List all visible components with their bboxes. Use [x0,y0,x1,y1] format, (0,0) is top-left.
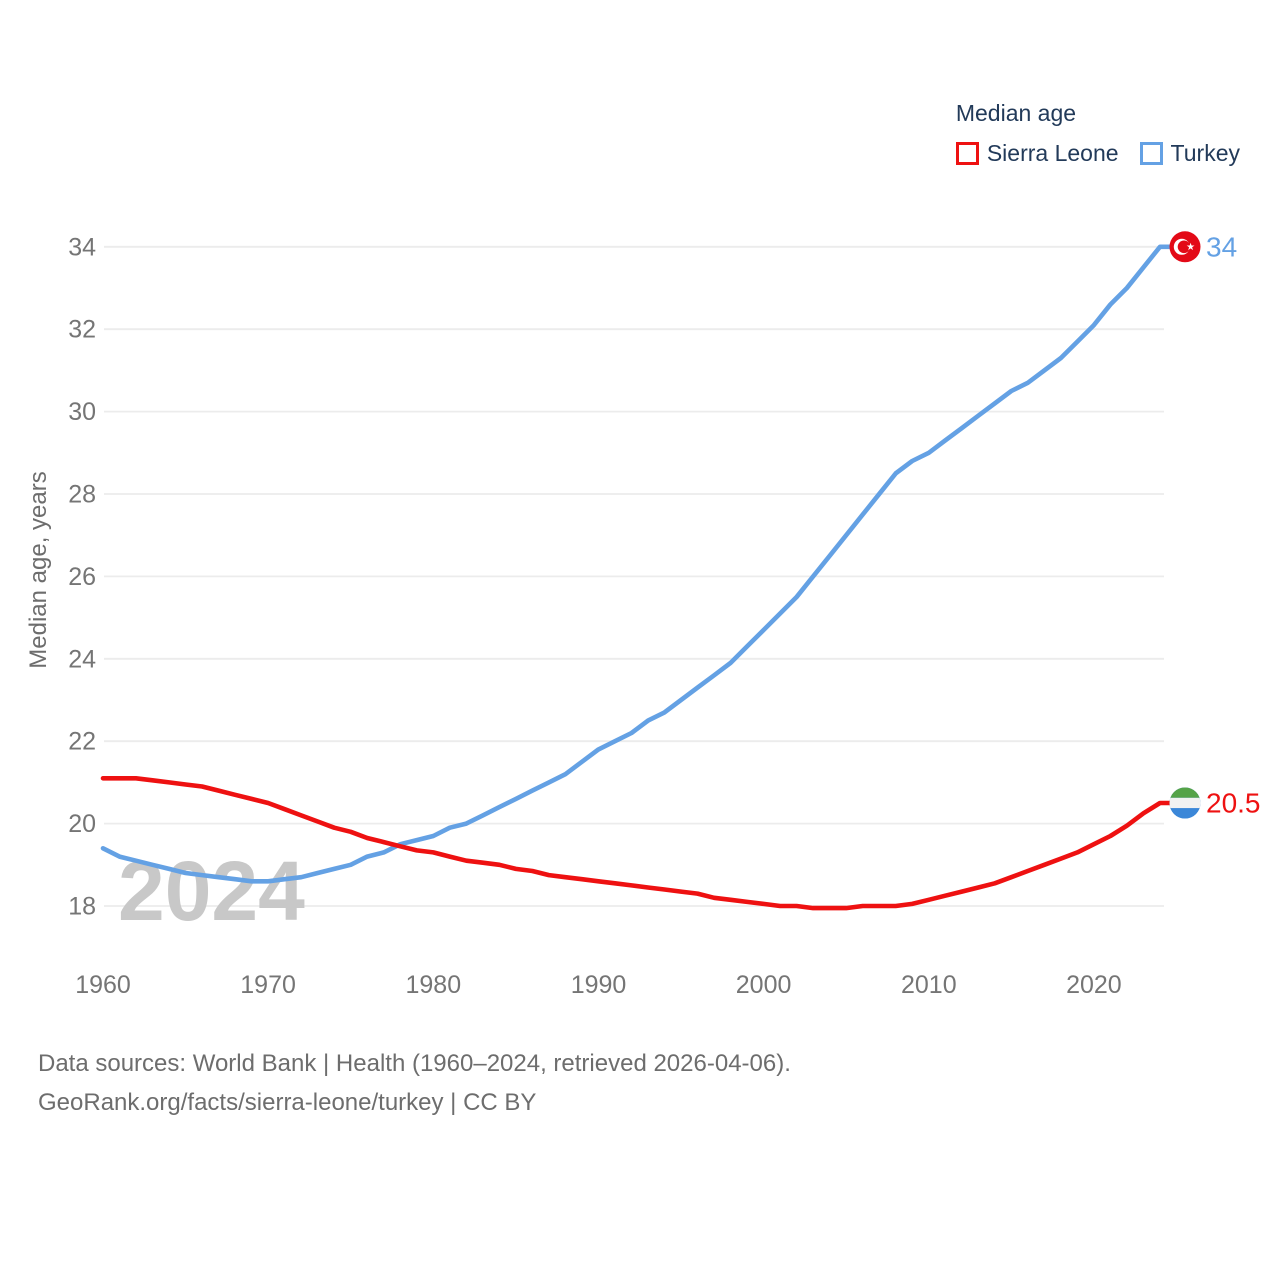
x-tick-label: 2000 [736,971,792,999]
legend: Median age Sierra Leone Turkey [955,100,1240,167]
sierra-leone-flag-icon [1169,787,1201,819]
series-end-value-sierra-leone: 20.5 [1206,788,1261,819]
y-tick-label: 30 [68,398,96,426]
x-tick-label: 1990 [571,971,627,999]
y-tick-label: 20 [68,810,96,838]
legend-item-label: Turkey [1170,140,1240,166]
legend-items: Sierra Leone Turkey [955,140,1240,167]
x-tick-label: 2010 [901,971,957,999]
chart-gridlines [104,245,1164,907]
y-tick-label: 28 [68,481,96,509]
series-line-turkey[interactable] [100,244,1173,884]
legend-item-turkey[interactable]: Turkey [1139,140,1240,167]
y-tick-label: 24 [68,645,96,673]
y-tick-label: 32 [68,316,96,344]
legend-item-sierra-leone[interactable]: Sierra Leone [955,140,1119,167]
legend-title: Median age [955,100,1077,126]
series-line-sierra-leone[interactable] [100,775,1173,911]
y-tick-label: 22 [68,728,96,756]
legend-item-label: Sierra Leone [986,140,1119,166]
chart-series [100,244,1173,911]
y-tick-label: 34 [68,233,96,261]
y-tick-label: 18 [68,893,96,921]
sierra-leone-swatch-icon [955,142,979,165]
chart-axes: 18 20 22 24 26 28 30 32 34 1960 1970 1980 1990 2000 20… [68,233,1122,999]
x-tick-label: 1980 [405,971,461,999]
y-tick-label: 26 [68,563,96,591]
x-tick-label: 1960 [75,971,131,999]
x-tick-label: 1970 [240,971,296,999]
y-axis-title: Median age, years [25,471,52,668]
footer-data-sources: Data sources: World Bank | Health (1960–… [38,1050,791,1077]
x-tick-label: 2020 [1066,971,1122,999]
turkey-swatch-icon [1139,142,1163,165]
series-end-value-turkey: 34 [1206,231,1237,262]
watermark: 2024 [118,844,305,938]
footer-attribution-link[interactable]: GeoRank.org/facts/sierra-leone/turkey | … [38,1089,537,1116]
footer: Data sources: World Bank | Health (1960–… [38,1044,791,1122]
chart-annotations: 20.5 34 [1169,231,1261,819]
turkey-flag-icon [1169,231,1201,263]
